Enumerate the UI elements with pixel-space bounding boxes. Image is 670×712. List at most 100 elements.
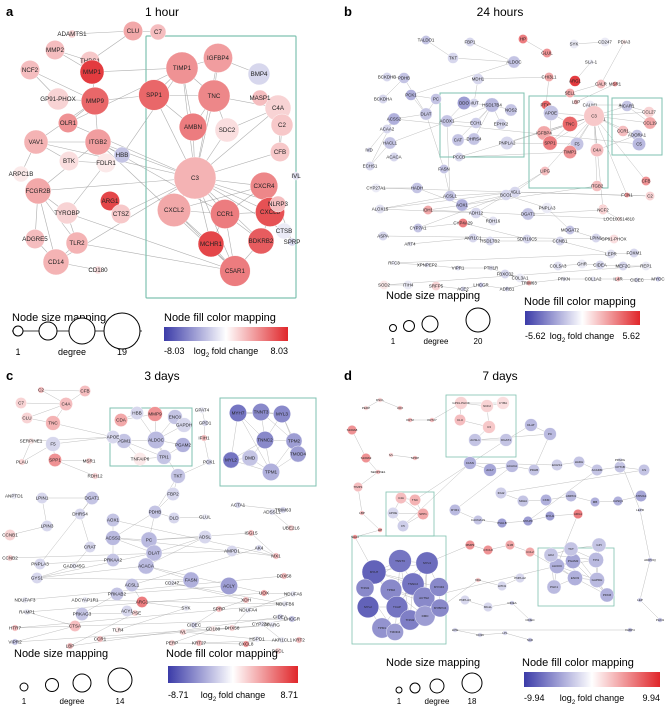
node-label: CASQ1: [613, 499, 624, 503]
legend-color-min: -8.71: [168, 690, 189, 700]
network-node: CXCL8: [483, 545, 493, 555]
node-label: NLRP3: [268, 201, 289, 208]
node-label: CTSB: [276, 228, 293, 235]
node-circle: [528, 464, 540, 476]
node-label: ADIPOQ: [644, 558, 656, 562]
network-node: LOC100514810: [603, 216, 635, 222]
network-edge: [414, 439, 507, 501]
node-label: DSCL: [376, 398, 384, 402]
node-label: TCAP: [393, 605, 401, 609]
node-label: C7: [154, 29, 162, 36]
node-label: TNC: [565, 122, 574, 127]
node-circle: [645, 191, 655, 201]
node-circle: [165, 51, 199, 85]
node-label: SLA-1: [585, 60, 598, 65]
network-node: TNNI1: [355, 578, 375, 598]
node-label: ADSSL1: [263, 510, 281, 515]
node-label: CRAT: [84, 545, 96, 550]
node-circle: [387, 507, 399, 519]
node-circle: [563, 541, 579, 557]
node-circle: [405, 89, 417, 101]
node-circle: [247, 227, 275, 255]
node-label: PGK1: [550, 585, 558, 589]
node-label: PNPLA3: [539, 206, 556, 211]
network-edge: [569, 83, 602, 94]
node-circle: [21, 596, 29, 604]
node-circle: [55, 201, 79, 225]
node-label: ENO3: [571, 576, 580, 580]
network-node: HACL1: [383, 136, 398, 150]
node-circle: [10, 492, 18, 500]
network-node: APOE: [543, 105, 559, 121]
legend-size-label: degree: [424, 337, 449, 346]
node-circle: [288, 615, 296, 623]
network-node: TPM1: [262, 463, 280, 481]
network-node: COL1A2: [585, 276, 602, 282]
network-edge: [593, 115, 604, 210]
node-circle: [540, 166, 550, 176]
network-edge: [461, 194, 507, 206]
node-circle: [130, 406, 144, 420]
network-node: ALOX15: [372, 204, 389, 214]
network-node: LBP: [66, 642, 74, 650]
network-edge: [193, 608, 220, 626]
network-edge: [446, 120, 451, 197]
network-node: ECHS1: [363, 161, 378, 171]
node-label: HBB: [132, 411, 141, 416]
node-label: HBB: [116, 152, 129, 159]
network-node: MASP1: [250, 89, 271, 107]
node-circle: [145, 544, 163, 562]
node-circle: [541, 202, 553, 214]
node-circle: [375, 469, 381, 475]
node-circle: [209, 625, 217, 633]
node-label: SOD2: [378, 283, 391, 288]
network-node: TKT: [447, 52, 459, 64]
node-label: ADORA1: [628, 133, 647, 138]
node-circle: [624, 192, 630, 198]
node-label: MX1: [271, 554, 281, 559]
network-node: OLR1: [58, 113, 78, 133]
network-node: IVD: [365, 147, 373, 153]
node-label: TNC: [208, 93, 221, 100]
network-node: RAMP1: [19, 608, 35, 616]
network-node: TNNC2: [256, 431, 274, 449]
network-node: PERP: [166, 639, 178, 647]
network-node: APOE: [387, 507, 399, 519]
node-circle: [637, 507, 643, 513]
node-circle: [423, 205, 433, 215]
network-node: HK2: [543, 547, 559, 563]
network-node: GADD45G: [63, 562, 85, 570]
network-node: PNPLA3: [539, 202, 556, 214]
node-circle: [495, 118, 507, 130]
node-circle: [504, 286, 510, 292]
node-label: CLU: [22, 416, 31, 421]
network-edge: [117, 607, 187, 631]
node-label: NCF2: [483, 404, 491, 408]
node-circle: [454, 396, 468, 410]
node-label: GP91-PHOX: [601, 237, 626, 242]
legend-size-min: 1: [15, 347, 20, 357]
network-node: ACSL1: [468, 433, 482, 447]
network-node: VIPR1: [452, 265, 465, 271]
node-circle: [595, 260, 605, 270]
network-node: CXCR4: [249, 171, 279, 201]
network-node: C4A: [59, 397, 73, 411]
network-node: DGAT1: [499, 433, 513, 447]
node-label: SAA3: [351, 535, 359, 539]
network-node: ATP2A1: [635, 490, 647, 502]
node-circle: [121, 605, 133, 617]
node-circle: [41, 520, 53, 532]
network-node: MSR1: [83, 457, 96, 465]
network-edge: [393, 262, 428, 266]
node-circle: [106, 513, 120, 527]
node-label: C2: [647, 194, 653, 199]
network-node: GAPDH: [589, 572, 605, 588]
node-circle: [287, 237, 297, 247]
network-node: ADSL: [198, 530, 212, 544]
network-node: CD36: [476, 632, 484, 638]
network-node: ACSL1: [443, 190, 458, 202]
node-circle: [178, 112, 208, 142]
node-label: SPP1: [49, 458, 61, 463]
network-node: ADRB1: [500, 286, 515, 292]
network-edge: [36, 552, 155, 579]
